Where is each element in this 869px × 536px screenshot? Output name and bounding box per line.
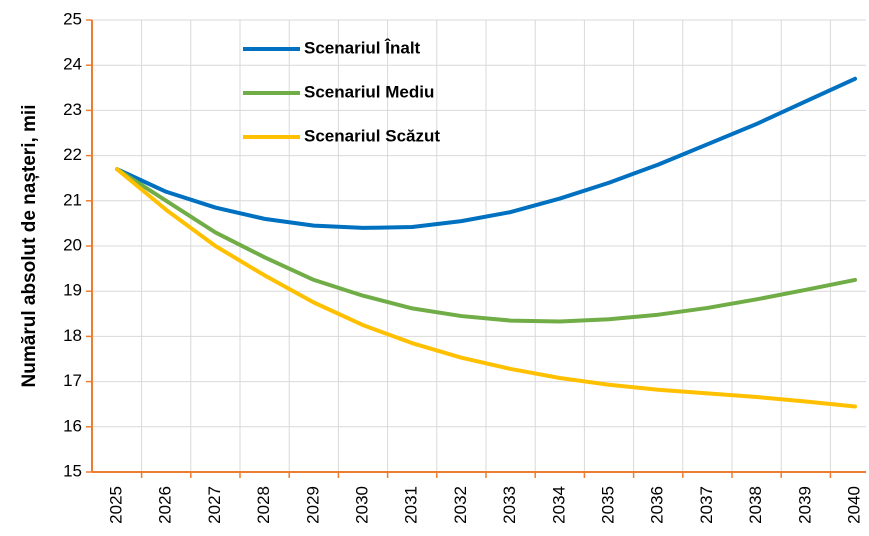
x-tick-label: 2035	[598, 486, 617, 524]
x-tick-label: 2032	[451, 486, 470, 524]
y-tick-label: 19	[63, 281, 82, 300]
x-tick-label: 2036	[648, 486, 667, 524]
x-tick-label: 2031	[402, 486, 421, 524]
series-line	[115, 167, 857, 409]
x-tick-label: 2027	[205, 486, 224, 524]
x-tick-label: 2030	[352, 486, 371, 524]
y-tick-label: 25	[63, 9, 82, 28]
x-tick-label: 2034	[549, 486, 568, 524]
y-tick-label: 16	[63, 416, 82, 435]
y-tick-label: 23	[63, 100, 82, 119]
x-tick-label: 2025	[106, 486, 125, 524]
y-tick-label: 17	[63, 371, 82, 390]
legend-label: Scenariul Scăzut	[304, 126, 440, 145]
x-tick-label: 2026	[156, 486, 175, 524]
y-tick-label: 20	[63, 235, 82, 254]
y-tick-label: 21	[63, 190, 82, 209]
y-tick-label: 18	[63, 326, 82, 345]
y-axis-title: Numărul absolut de nașteri, mii	[19, 105, 40, 388]
series-line	[115, 167, 857, 324]
legend-label: Scenariul Mediu	[304, 82, 434, 101]
x-tick-label: 2039	[795, 486, 814, 524]
y-tick-label: 15	[63, 461, 82, 480]
x-tick-label: 2029	[303, 486, 322, 524]
y-tick-label: 24	[63, 55, 82, 74]
x-tick-label: 2028	[254, 486, 273, 524]
x-tick-label: 2037	[697, 486, 716, 524]
y-tick-label: 22	[63, 145, 82, 164]
x-tick-label: 2033	[500, 486, 519, 524]
x-tick-label: 2038	[746, 486, 765, 524]
series-line	[115, 76, 857, 230]
legend-label: Scenariul Înalt	[304, 38, 421, 57]
x-tick-label: 2040	[844, 486, 863, 524]
